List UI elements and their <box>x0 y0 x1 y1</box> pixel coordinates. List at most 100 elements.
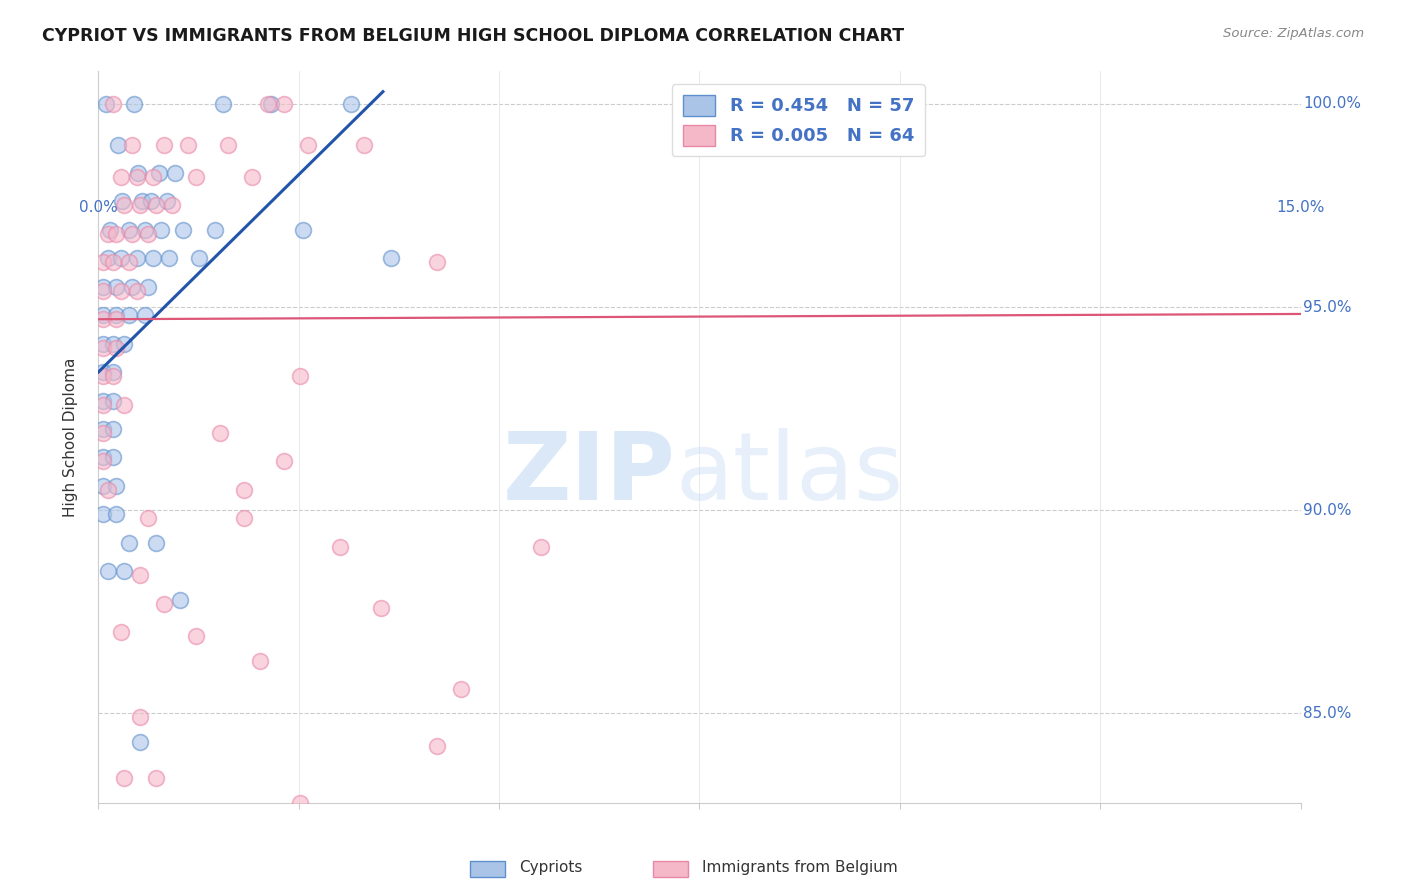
Text: ZIP: ZIP <box>502 427 675 520</box>
Point <box>125 284 148 298</box>
Point <box>136 511 159 525</box>
Point <box>204 223 226 237</box>
Point <box>105 308 128 322</box>
Text: 85.0%: 85.0% <box>1303 706 1351 721</box>
Point <box>134 223 156 237</box>
Text: 95.0%: 95.0% <box>1303 300 1351 315</box>
Point <box>233 511 256 525</box>
Point <box>105 508 128 522</box>
Point <box>249 654 271 668</box>
Point <box>121 227 143 241</box>
Point <box>125 169 148 184</box>
Point <box>96 96 118 111</box>
Point <box>91 422 114 436</box>
Text: 90.0%: 90.0% <box>1303 503 1351 517</box>
Point <box>111 194 134 209</box>
Point <box>101 96 124 111</box>
Point <box>91 398 114 412</box>
Point <box>209 425 232 440</box>
Point <box>129 735 152 749</box>
Point <box>172 223 194 237</box>
Point <box>129 710 152 724</box>
Point <box>105 227 128 241</box>
Point <box>273 454 295 468</box>
Point <box>273 96 295 111</box>
Point <box>426 739 449 753</box>
Point <box>291 223 314 237</box>
Text: Immigrants from Belgium: Immigrants from Belgium <box>702 861 897 875</box>
Point <box>110 625 132 640</box>
Point <box>101 365 124 379</box>
Point <box>91 508 114 522</box>
Point <box>177 137 200 152</box>
Point <box>297 137 319 152</box>
Point <box>121 137 143 152</box>
Point <box>91 479 114 493</box>
Point <box>186 169 208 184</box>
Point <box>105 341 128 355</box>
Point <box>426 255 449 269</box>
Point <box>136 279 159 293</box>
Point <box>91 393 114 408</box>
Point <box>91 365 114 379</box>
Point <box>131 194 153 209</box>
Point <box>353 137 375 152</box>
Point <box>145 772 167 786</box>
Point <box>118 223 141 237</box>
Point <box>260 96 283 111</box>
Point <box>105 279 128 293</box>
Point <box>97 227 120 241</box>
Point <box>142 252 165 266</box>
Point <box>153 137 176 152</box>
Point <box>169 592 191 607</box>
Y-axis label: High School Diploma: High School Diploma <box>63 358 77 516</box>
Point <box>340 96 363 111</box>
Point <box>257 96 280 111</box>
Point <box>91 279 114 293</box>
Point <box>91 255 114 269</box>
Point <box>125 252 148 266</box>
Point <box>112 772 135 786</box>
Point <box>100 223 122 237</box>
Point <box>101 255 124 269</box>
Point <box>128 166 150 180</box>
Point <box>145 535 167 549</box>
Point <box>157 252 180 266</box>
Point <box>380 252 402 266</box>
Point <box>240 169 263 184</box>
Point <box>129 198 152 212</box>
Point <box>139 194 162 209</box>
Point <box>112 336 135 351</box>
Point <box>91 369 114 384</box>
Point <box>110 284 132 298</box>
Point <box>290 369 312 384</box>
Point <box>450 681 472 696</box>
Point <box>233 483 256 497</box>
Point <box>153 597 176 611</box>
Point <box>329 540 352 554</box>
Point <box>110 252 132 266</box>
Point <box>290 796 312 810</box>
Point <box>187 252 209 266</box>
Point <box>97 564 120 578</box>
Point <box>105 820 128 834</box>
Point <box>105 479 128 493</box>
Point <box>107 137 129 152</box>
Point <box>101 336 124 351</box>
Text: 15.0%: 15.0% <box>1277 200 1324 215</box>
Point <box>118 535 141 549</box>
Point <box>186 629 208 643</box>
Point <box>134 308 156 322</box>
Point <box>112 198 135 212</box>
Point <box>91 284 114 298</box>
Text: atlas: atlas <box>675 427 904 520</box>
Point <box>101 450 124 465</box>
Point <box>101 422 124 436</box>
Point <box>124 96 146 111</box>
Point <box>211 96 233 111</box>
Point <box>148 166 170 180</box>
Point <box>91 336 114 351</box>
Point <box>121 279 143 293</box>
Point <box>155 194 177 209</box>
Point <box>370 600 392 615</box>
